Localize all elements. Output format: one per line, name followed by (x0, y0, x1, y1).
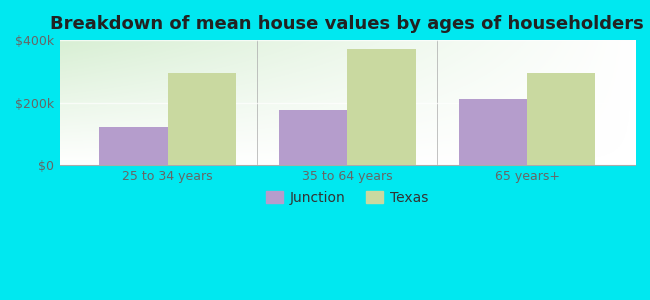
Bar (459, 99, 527, 165)
Legend: Junction, Texas: Junction, Texas (261, 185, 434, 210)
Bar (168, 73, 236, 165)
Bar (99, 128, 168, 165)
Title: Breakdown of mean house values by ages of householders: Breakdown of mean house values by ages o… (51, 15, 644, 33)
Bar (279, 110, 347, 165)
Bar (527, 73, 595, 165)
Bar (347, 50, 415, 165)
